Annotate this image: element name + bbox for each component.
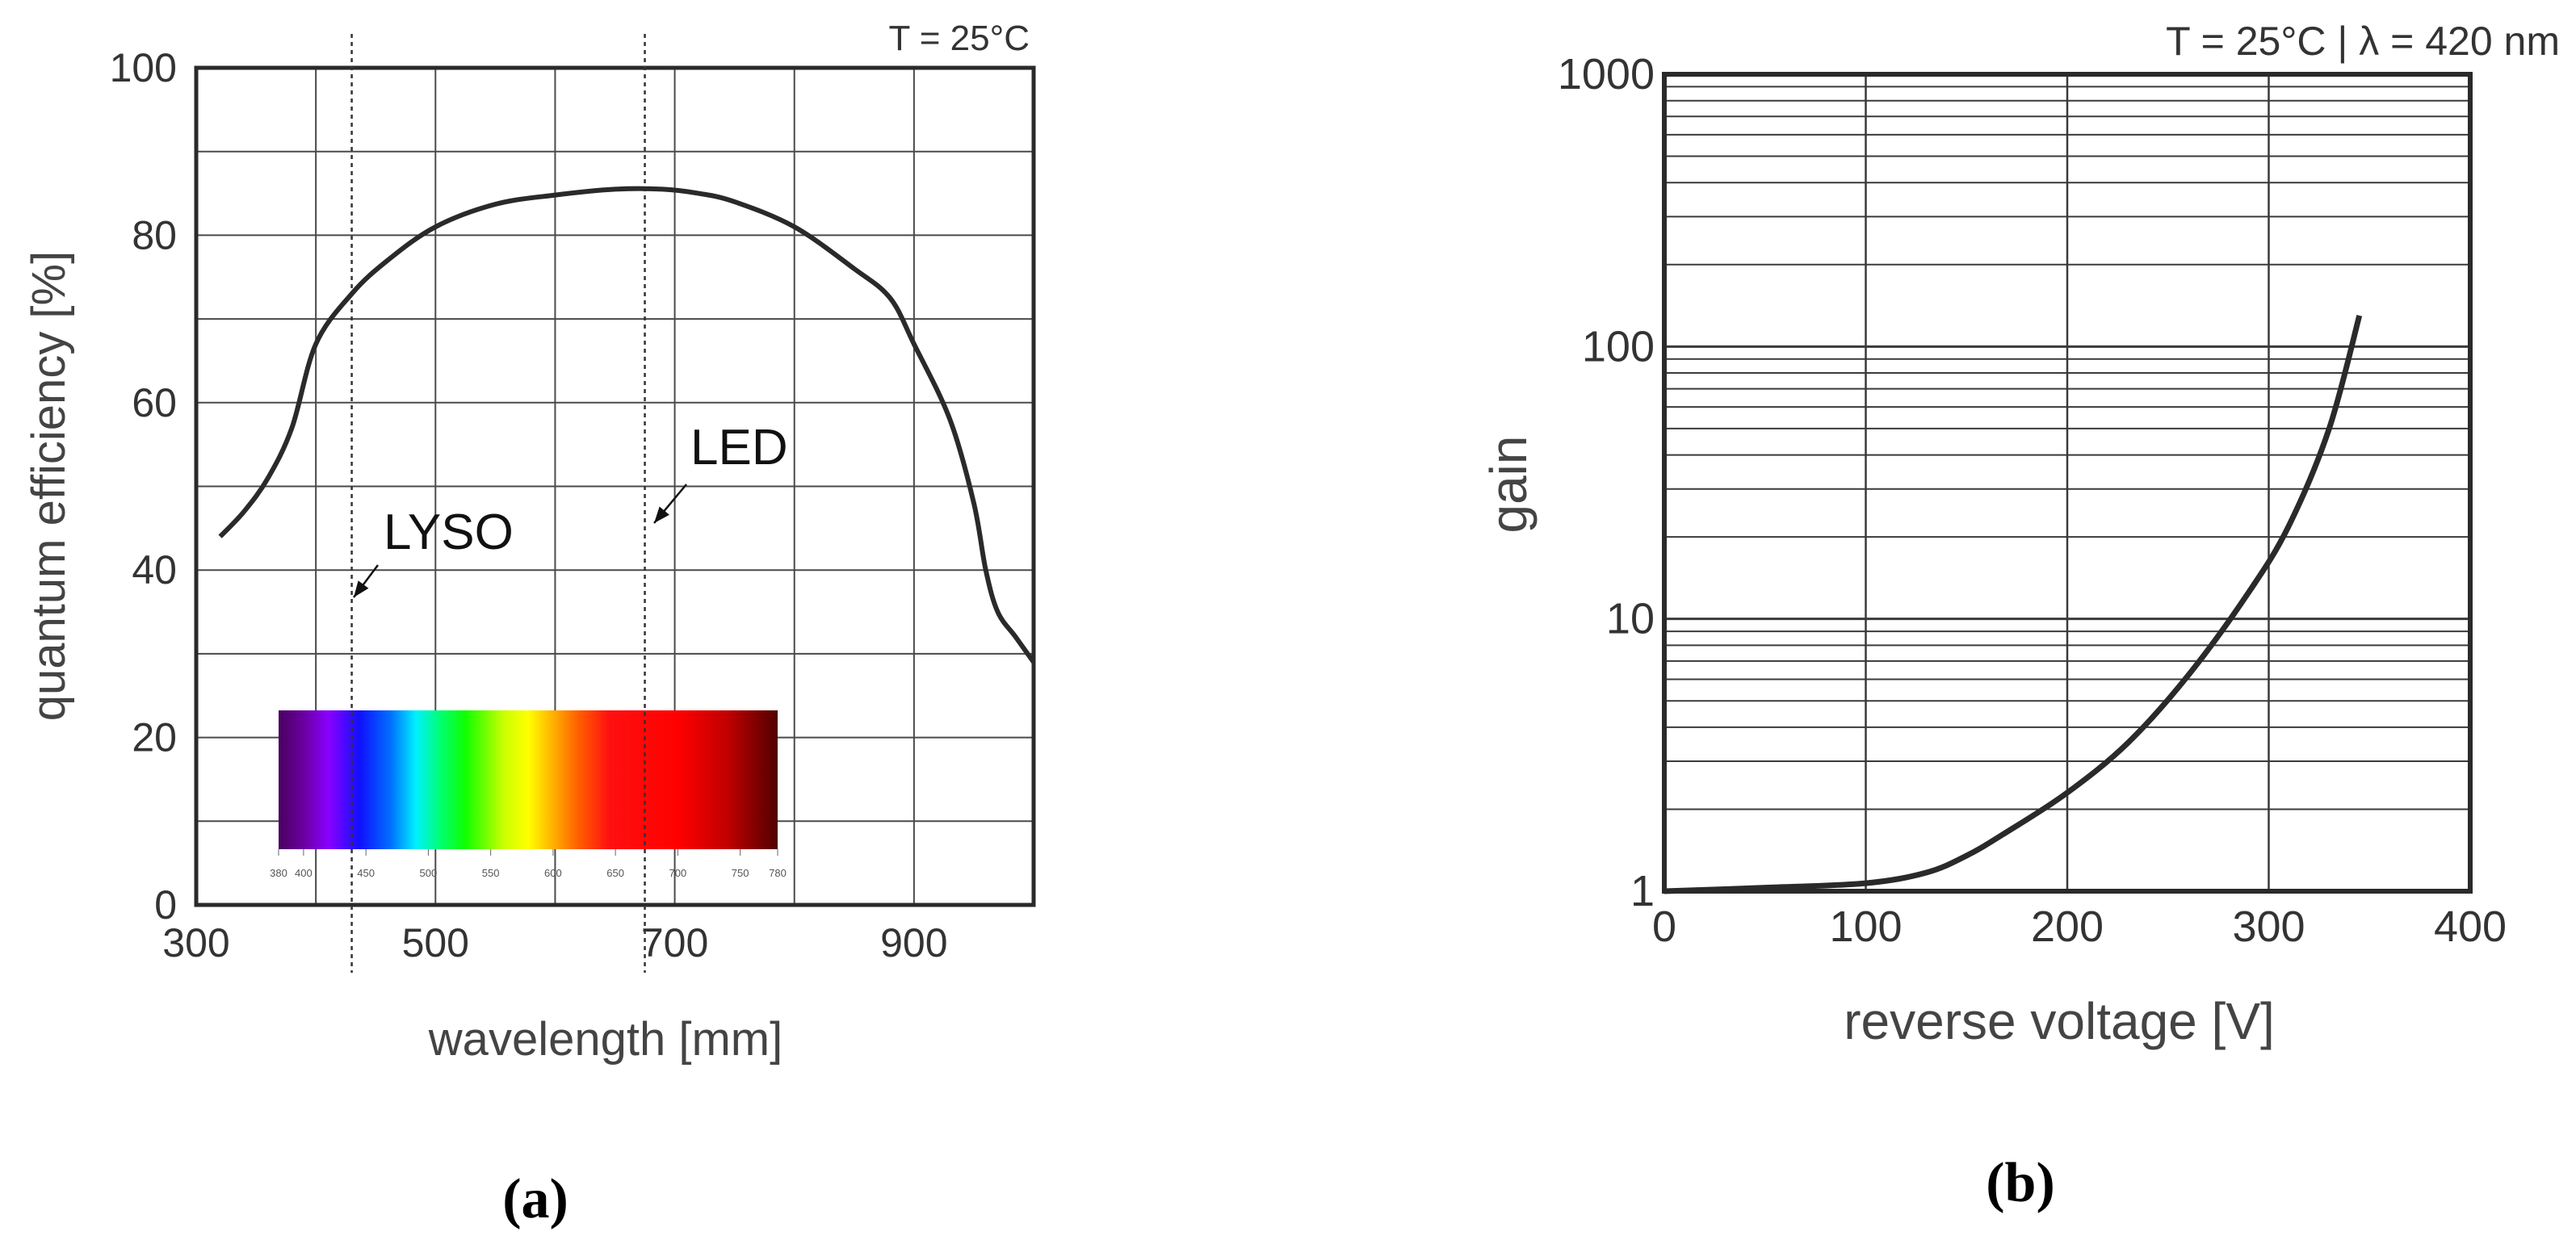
chart-b-condition: T = 25°C | λ = 420 nm (2166, 19, 2560, 64)
x-tick-label: 100 (1829, 902, 1902, 951)
x-tick-label: 300 (162, 920, 229, 965)
gain-curve (1663, 314, 2363, 894)
y-tick-label: 100 (1582, 322, 1655, 371)
spectrum-tick-label: 550 (482, 867, 500, 879)
y-tick-label: 10 (1606, 595, 1655, 643)
x-tick-label: 700 (641, 920, 708, 965)
x-tick-label: 300 (2232, 902, 2305, 951)
chart-a-condition: T = 25°C (888, 19, 1030, 58)
chart-a-tick-labels: 300 500 700 900 0 20 40 60 80 100 (110, 45, 948, 965)
spectrum-tick-label: 750 (732, 867, 749, 879)
chart-b-y-axis-title: gain (1479, 436, 1538, 534)
spectrum-tick-label: 400 (295, 867, 313, 879)
chart-b: 0 100 200 300 400 1 10 100 1000 T = 25°C | λ = 4… (1479, 19, 2560, 1214)
chart-a-grid (196, 68, 1034, 905)
chart-a-y-axis-title: quantum efficiency [%] (23, 251, 75, 721)
chart-b-tick-labels: 0 100 200 300 400 1 10 100 1000 (1558, 50, 2507, 951)
marker-label-lyso: LYSO (384, 505, 514, 560)
y-tick-label: 60 (132, 380, 177, 425)
panel-a-label: (a) (502, 1168, 568, 1230)
spectrum-tick-label: 500 (420, 867, 438, 879)
chart-b-grid (1664, 74, 2470, 891)
x-tick-label: 400 (2434, 902, 2507, 951)
chart-a-plot-frame (194, 65, 1036, 907)
x-tick-label: 900 (880, 920, 947, 965)
x-tick-label: 0 (1652, 902, 1676, 951)
qe-curve (218, 186, 1036, 664)
spectrum-tick-label: 450 (357, 867, 375, 879)
y-tick-label: 100 (110, 45, 177, 90)
spectrum-tick-label: 600 (544, 867, 562, 879)
spectrum-inset: 380 400 450 500 550 600 650 700 750 780 (270, 710, 787, 879)
spectrum-tick-label: 700 (669, 867, 687, 879)
chart-b-series (1663, 314, 2363, 894)
spectrum-tick-label: 780 (769, 867, 787, 879)
marker-label-led: LED (690, 420, 788, 475)
chart-b-x-axis-title: reverse voltage [V] (1844, 992, 2275, 1050)
spectrum-tick-label: 380 (270, 867, 287, 879)
spectrum-tick-label: 650 (606, 867, 624, 879)
chart-a-series (218, 186, 1036, 664)
x-tick-label: 500 (402, 920, 469, 965)
y-tick-label: 1 (1630, 867, 1655, 915)
marker-arrowhead-lyso (354, 580, 369, 597)
chart-b-plot-frame (1662, 72, 2473, 894)
x-tick-label: 200 (2031, 902, 2104, 951)
spectrum-bar (279, 710, 778, 849)
y-tick-label: 20 (132, 715, 177, 760)
y-tick-label: 0 (154, 882, 177, 928)
y-tick-label: 1000 (1558, 50, 1655, 98)
y-tick-label: 40 (132, 547, 177, 593)
chart-a-x-axis-title: wavelength [mm] (428, 1013, 782, 1066)
y-tick-label: 80 (132, 212, 177, 258)
marker-arrowhead-led (654, 506, 669, 523)
panel-b-label: (b) (1986, 1152, 2055, 1214)
